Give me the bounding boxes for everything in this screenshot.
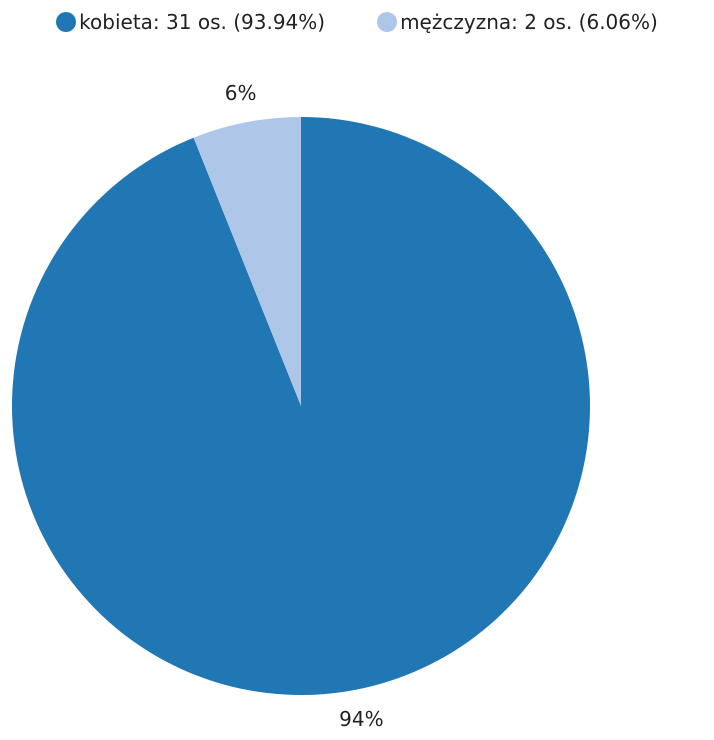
legend-item-kobieta[interactable]: kobieta: 31 os. (93.94%) [56,6,325,38]
slice-label-mezczyzna: 6% [225,81,257,105]
legend-swatch-kobieta [56,12,77,32]
pie-slice-mezczyzna[interactable] [193,117,301,406]
legend-swatch-mezczyzna [377,12,398,32]
chart-legend: kobieta: 31 os. (93.94%) mężczyzna: 2 os… [0,6,714,38]
legend-label-mezczyzna: mężczyzna: 2 os. (6.06%) [400,10,658,34]
legend-item-mezczyzna[interactable]: mężczyzna: 2 os. (6.06%) [377,6,658,38]
pie-slice-kobieta[interactable] [11,117,590,695]
legend-label-kobieta: kobieta: 31 os. (93.94%) [79,10,326,34]
slice-label-kobieta: 94% [339,707,383,731]
